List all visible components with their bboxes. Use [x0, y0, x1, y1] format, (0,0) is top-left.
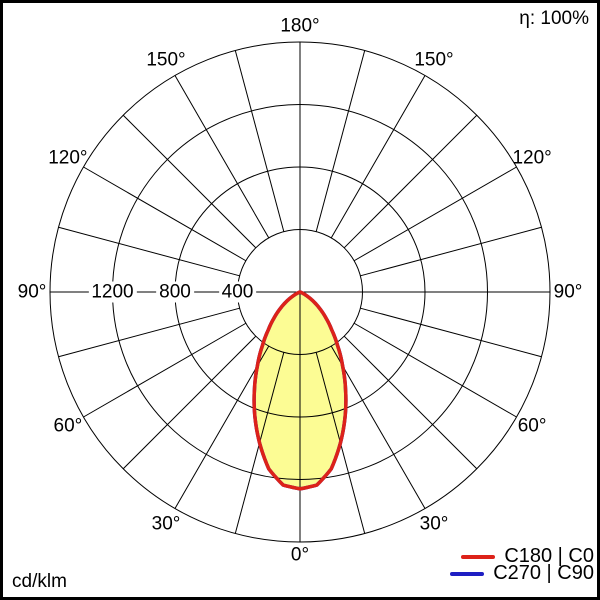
efficiency-label: η: 100% [519, 8, 589, 29]
curve-c180-c0 [252, 290, 348, 491]
ring-label-400: 400 [218, 281, 257, 303]
angle-label-90-left: 90° [17, 281, 47, 303]
angle-label-30-left: 30° [151, 513, 181, 535]
angle-label-30-right: 30° [419, 513, 449, 535]
legend-label: C270 | C90 [493, 562, 594, 584]
angle-label-180: 180° [280, 15, 320, 37]
series-curves [252, 290, 348, 491]
legend-blue-line-icon [450, 571, 485, 576]
angle-label-0: 0° [290, 544, 310, 566]
angle-label-90-right: 90° [553, 281, 583, 303]
legend-item-c270-c90: C270 | C90 [450, 562, 594, 584]
polar-grid [49, 41, 551, 543]
angle-label-60-right: 60° [517, 415, 547, 437]
angle-label-150-right: 150° [414, 49, 454, 71]
legend-label: C180 | C0 [504, 545, 594, 567]
ring-label-1200: 1200 [88, 281, 137, 303]
legend-red-line-icon [461, 554, 496, 559]
legend: C180 | C0 C270 | C90 [450, 545, 594, 584]
angle-label-120-left: 120° [48, 147, 88, 169]
ring-label-800: 800 [156, 281, 194, 303]
angle-label-150-left: 150° [146, 49, 186, 71]
angle-label-120-right: 120° [512, 147, 552, 169]
unit-label: cd/klm [12, 571, 67, 592]
legend-item-c180-c0: C180 | C0 [461, 545, 594, 567]
angle-label-60-left: 60° [53, 415, 83, 437]
